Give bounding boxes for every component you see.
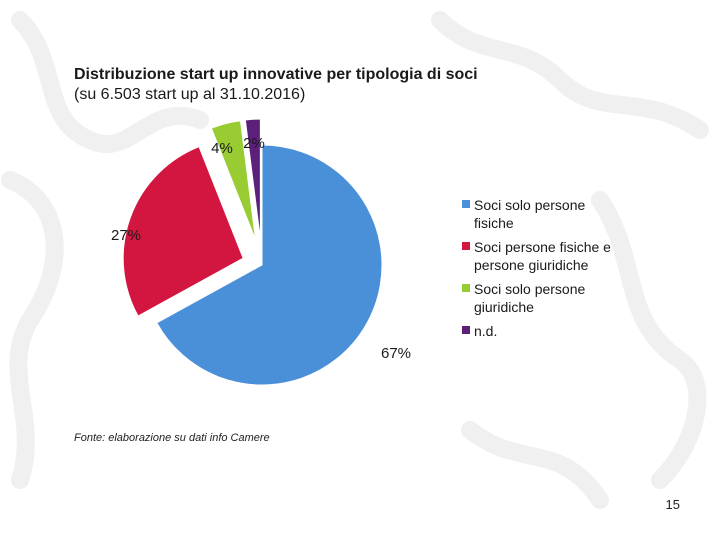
legend-label: Soci solo persone [474,197,586,213]
legend-swatch-red [462,242,470,250]
legend-swatch-purple [462,326,470,334]
legend-label: n.d. [474,323,498,339]
legend-label: Soci solo persone [474,281,586,297]
chart-subtitle: (su 6.503 start up al 31.10.2016) [74,86,306,103]
legend: Soci solo persone fisiche Soci persone f… [462,196,662,346]
legend-swatch-blue [462,200,470,208]
data-label: 67% [381,345,411,362]
legend-item-solo-persone-fisiche: Soci solo persone fisiche [462,196,662,232]
data-label: 27% [111,227,141,244]
source-note: Fonte: elaborazione su dati info Camere [74,432,270,444]
pie-slice-fisiche-e-giuridiche [122,146,244,317]
data-label: 2% [243,135,265,152]
legend-label-line2: fisiche [474,215,514,231]
legend-label-line2: giuridiche [474,299,534,315]
legend-label-line2: persone giuridiche [474,257,589,273]
pie-slice-solo-persone-fisiche [156,144,383,386]
chart-title-block: Distribuzione start up innovative per ti… [74,65,478,105]
page-number: 15 [665,497,680,512]
legend-label: Soci persone fisiche e [474,239,611,255]
legend-item-nd: n.d. [462,322,662,340]
pie-slice-solo-giuridiche [210,120,257,241]
legend-item-solo-persone-giuridiche: Soci solo persone giuridiche [462,280,662,316]
chart-title: Distribuzione start up innovative per ti… [74,66,478,83]
legend-swatch-green [462,284,470,292]
legend-item-fisiche-e-giuridiche: Soci persone fisiche e persone giuridich… [462,238,662,274]
data-label: 4% [211,140,233,157]
pie-slice-nd [244,118,261,240]
